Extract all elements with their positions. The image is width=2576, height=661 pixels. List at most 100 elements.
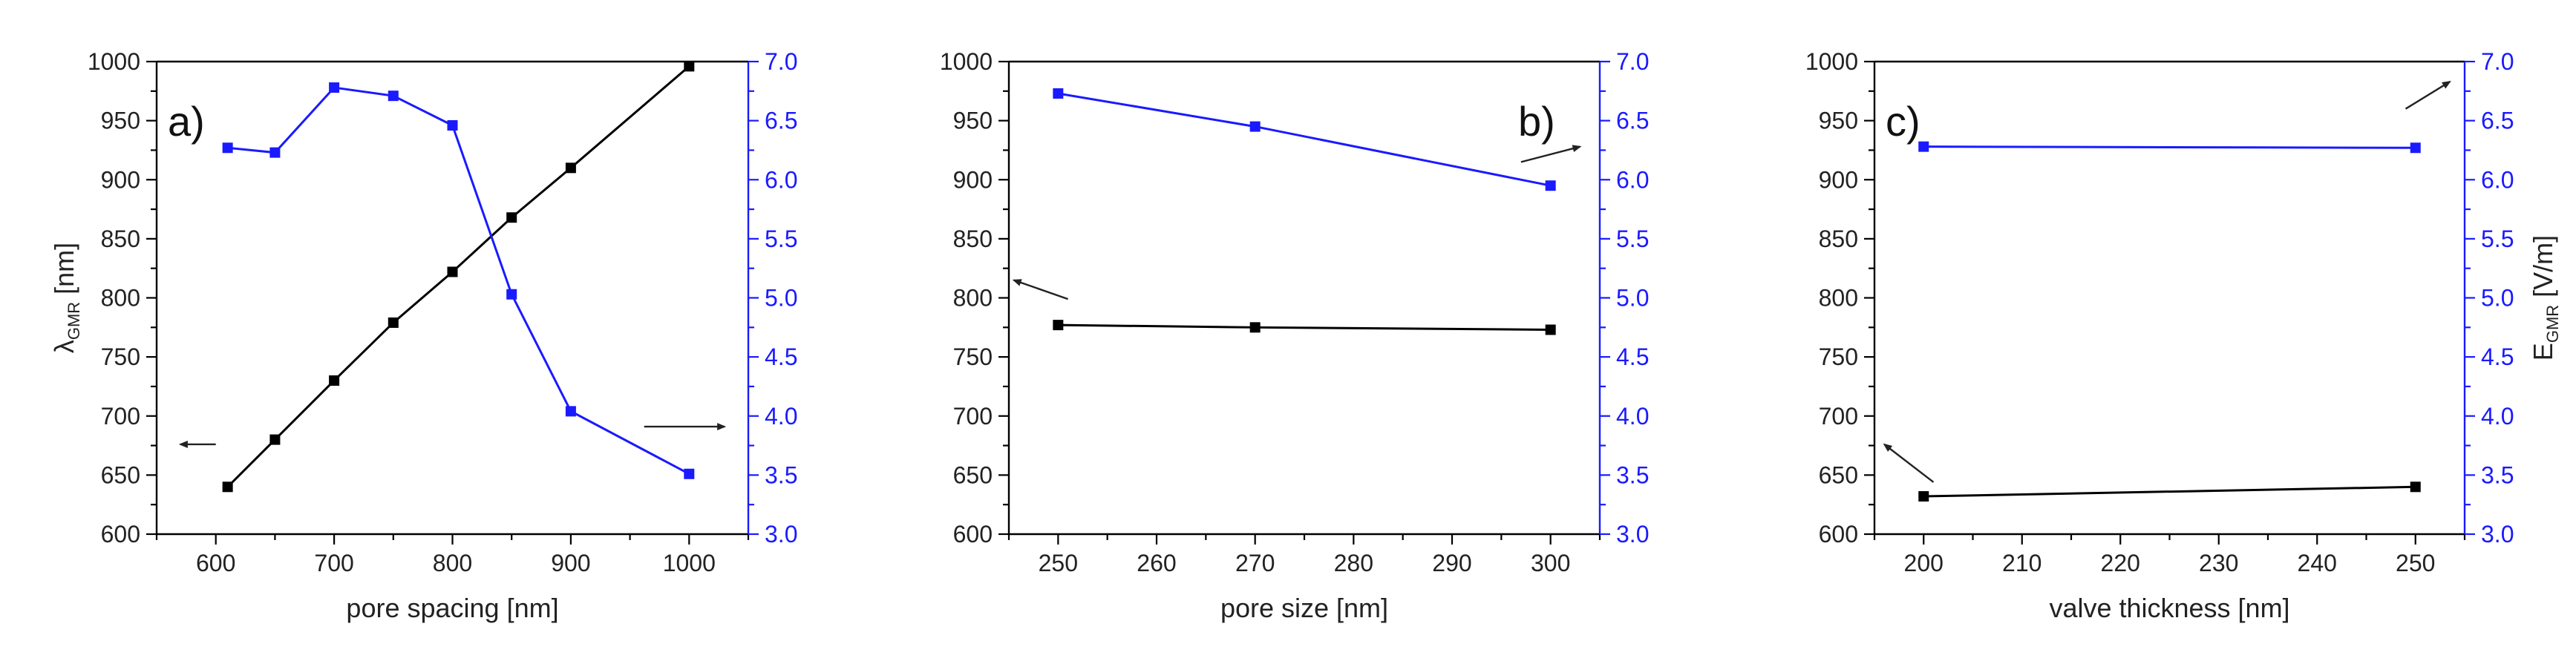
x-tick-label: 270 [1235,550,1275,576]
left-series-point [2410,481,2421,493]
right-y-tick-label: 5.5 [765,226,797,252]
x-tick-label: 290 [1432,550,1471,576]
left-series-point [329,375,340,386]
left-y-title-sub: GMR [65,302,83,340]
left-series-point [222,481,233,493]
left-y-axis-title: λGMR [nm] [49,243,83,353]
left-series-point [388,317,399,328]
right-series-point [222,142,233,154]
panel-label: c) [1886,98,1920,145]
right-series-point [1249,121,1261,132]
left-y-tick-label: 800 [1819,285,1858,312]
right-y-tick-label: 4.5 [765,343,797,370]
right-series-point [329,82,340,93]
left-y-tick-label: 600 [101,521,140,547]
left-y-tick-label: 750 [1819,343,1858,370]
right-series-line [1058,92,1551,187]
right-y-tick-label: 6.0 [2481,166,2514,193]
left-y-tick-label: 600 [1819,521,1858,547]
right-series-point [1918,141,1929,152]
left-y-tick-label: 700 [1819,403,1858,430]
x-tick-label: 260 [1137,550,1176,576]
left-y-tick-label: 800 [953,285,993,312]
left-y-tick-label: 950 [1819,108,1858,134]
right-y-tick-label: 5.5 [2481,226,2514,252]
left-y-tick-label: 950 [101,108,140,134]
left-y-tick-label: 750 [953,343,993,370]
x-tick-label: 1000 [663,550,716,576]
left-series-point [1918,491,1929,502]
right-series-point [388,91,399,102]
x-tick-label: 700 [314,550,353,576]
right-series-point [506,289,517,300]
left-y-tick-label: 850 [101,226,140,252]
right-series-point [447,119,458,131]
right-y-tick-label: 4.5 [2481,343,2514,370]
right-y-title-sub: GMR [2543,305,2562,343]
left-y-tick-label: 850 [1819,226,1858,252]
right-y-tick-label: 6.5 [2481,108,2514,134]
right-y-tick-label: 5.0 [1616,285,1649,312]
left-y-tick-label: 900 [1819,166,1858,193]
left-y-tick-label: 1000 [940,48,993,75]
right-y-tick-label: 5.0 [765,285,797,312]
left-y-tick-label: 850 [953,226,993,252]
right-series-point [1545,180,1556,191]
panel-label: a) [168,98,205,145]
x-tick-label: 220 [2101,550,2140,576]
right-y-tick-label: 3.0 [2481,521,2514,547]
right-y-tick-label: 3.0 [765,521,797,547]
left-y-tick-label: 800 [101,285,140,312]
right-y-tick-label: 6.0 [765,166,797,193]
left-y-title-unit: [nm] [49,243,79,302]
left-y-tick-label: 1000 [1805,48,1858,75]
x-tick-label: 300 [1531,550,1570,576]
axis-indicator-arrow [1520,145,1582,163]
right-y-tick-label: 5.5 [1616,226,1649,252]
x-tick-label: 230 [2199,550,2238,576]
axis-indicator-arrow [1883,443,1935,483]
right-y-axis-title: EGMR [V/m] [2528,235,2562,361]
right-y-tick-label: 7.0 [2481,48,2514,75]
right-series-point [565,406,576,417]
left-y-tick-label: 700 [101,403,140,430]
right-y-tick-label: 3.5 [2481,461,2514,488]
right-y-tick-label: 4.0 [1616,403,1649,430]
left-series-point [1053,320,1064,331]
left-y-tick-label: 650 [953,461,993,488]
left-series-point [684,61,695,72]
x-tick-label: 900 [551,550,590,576]
left-y-tick-label: 900 [101,166,140,193]
panel-b: 250 260 270 280 290 300 600 650 700 750 800 850 900 9… [940,48,1650,623]
x-axis-title: valve thickness [nm] [2049,593,2289,623]
right-y-tick-label: 6.5 [1616,108,1649,134]
right-y-tick-label: 4.0 [2481,403,2514,430]
x-tick-label: 600 [196,550,235,576]
x-axis-title: pore size [nm] [1220,593,1388,623]
right-series-point [1053,88,1064,99]
left-series-point [506,212,517,223]
right-y-tick-label: 6.5 [765,108,797,134]
x-axis-title: pore spacing [nm] [346,593,558,623]
right-y-tick-label: 7.0 [765,48,797,75]
x-tick-label: 280 [1334,550,1373,576]
right-series-line [1923,145,2416,149]
right-series-point [684,468,695,479]
right-y-tick-label: 6.0 [1616,166,1649,193]
x-tick-label: 200 [1904,550,1944,576]
right-y-tick-label: 4.5 [1616,343,1649,370]
right-series-point [2410,142,2421,154]
right-y-tick-label: 3.5 [1616,461,1649,488]
left-series-point [447,266,458,277]
left-y-tick-label: 600 [953,521,993,547]
right-y-tick-label: 3.0 [1616,521,1649,547]
left-series-line [1058,323,1551,331]
x-tick-label: 250 [1039,550,1078,576]
panel-a: 600 700 800 900 1000 600 650 700 750 800 850 900 950… [49,48,797,623]
x-tick-label: 240 [2298,550,2337,576]
left-series-point [565,162,576,174]
axis-indicator-arrow [2405,81,2451,110]
x-tick-label: 800 [433,550,472,576]
left-y-tick-label: 700 [953,403,993,430]
